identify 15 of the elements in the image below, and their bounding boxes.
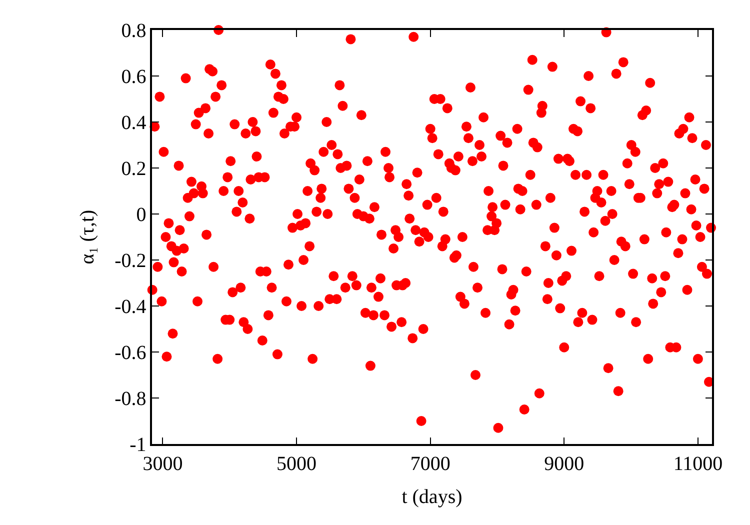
y-tick-label: -0.4 xyxy=(114,296,146,318)
x-axis-title: t (days) xyxy=(402,486,462,508)
y-axis-title: α₁ (τ,t) xyxy=(76,210,99,264)
y-tick-label: 0.8 xyxy=(121,20,146,42)
x-tick-label: 9000 xyxy=(544,452,584,475)
x-tick-label: 11000 xyxy=(673,452,723,475)
y-tick-label: -0.6 xyxy=(114,342,146,364)
y-tick-label: 0.2 xyxy=(121,158,146,180)
x-tick-label: 7000 xyxy=(410,452,450,475)
y-tick-label: -0.8 xyxy=(114,388,146,410)
y-tick-label: 0.4 xyxy=(121,112,146,134)
y-tick-label: -0.2 xyxy=(114,250,146,272)
x-tick-label: 5000 xyxy=(276,452,317,475)
y-tick-label: 0.6 xyxy=(121,66,146,88)
y-tick-label: 0 xyxy=(136,204,146,226)
